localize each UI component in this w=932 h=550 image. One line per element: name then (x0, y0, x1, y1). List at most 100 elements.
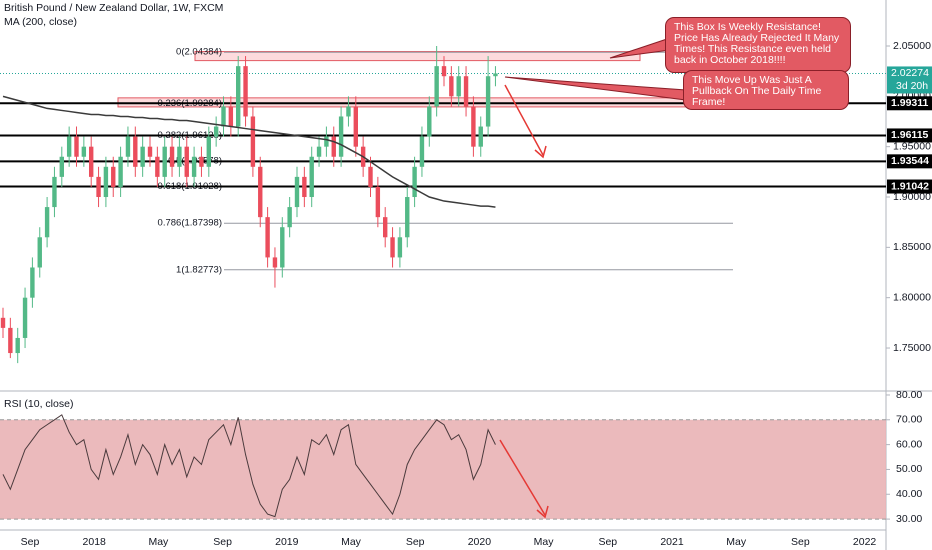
y-tick-label: 60.00 (896, 438, 922, 450)
fib-label: 1(1.82773) (176, 264, 222, 275)
candle-body (456, 76, 461, 97)
resistance-zone (194, 51, 641, 62)
candle-body (206, 136, 211, 167)
y-tick-label: 50.00 (896, 463, 922, 475)
candle-body (338, 116, 344, 157)
candle-body (485, 76, 491, 127)
candle-body (30, 267, 35, 298)
candle-body (8, 327, 13, 354)
candle-body (111, 166, 116, 187)
countdown-label: 3d 20h (896, 80, 928, 92)
candle-body (449, 76, 454, 97)
candle-body (258, 166, 263, 218)
candle-body (427, 106, 432, 137)
candle-body (441, 66, 447, 77)
candle-body (294, 176, 300, 208)
arrow-head (534, 145, 547, 159)
candle-body (397, 237, 403, 258)
level-label-box (887, 96, 932, 111)
candle-body (493, 73, 498, 77)
candle-body (44, 207, 50, 238)
candle-body (37, 237, 42, 268)
level-label: 1.99311 (891, 97, 929, 109)
arrow (504, 84, 544, 156)
y-tick-label: 1.80000 (893, 291, 931, 303)
level-label-box (887, 154, 932, 169)
candle-body (309, 156, 314, 198)
y-tick-label: 30.00 (896, 513, 922, 525)
candle-body (22, 297, 28, 338)
candle-body (221, 106, 226, 127)
candle-body (155, 156, 160, 177)
x-tick-label: 2020 (468, 536, 492, 548)
x-tick-label: May (726, 536, 747, 548)
candle-body (213, 126, 219, 137)
candle-body (353, 106, 358, 147)
y-tick-label: 1.90000 (893, 191, 931, 203)
candle-body (169, 146, 175, 167)
x-tick-label: May (148, 536, 169, 548)
candle-body (471, 106, 476, 147)
candle-body (236, 66, 241, 127)
y-tick-label: 40.00 (896, 488, 922, 500)
candle-body (324, 136, 329, 147)
callout: This Box Is Weekly Resistance! Price Has… (665, 17, 851, 73)
candle-body (434, 66, 439, 107)
candle-body (478, 126, 483, 147)
candle-body (52, 176, 57, 208)
candle-body (162, 146, 167, 177)
y-tick-label: 70.00 (896, 414, 922, 426)
x-tick-label: 2018 (83, 536, 107, 548)
callout-pointer (504, 76, 687, 101)
indicator-label: MA (200, close) (4, 16, 77, 28)
callout: This Move Up Was Just A Pullback On The … (683, 70, 849, 110)
candle-body (280, 227, 285, 268)
candle-body (147, 146, 153, 157)
candle-body (405, 197, 410, 238)
candle-body (287, 207, 292, 228)
candle-body (346, 106, 351, 117)
candle-body (272, 257, 278, 268)
candle-body (383, 217, 388, 238)
candle-body (118, 156, 123, 187)
ma-line (2, 95, 496, 208)
arrow (499, 439, 546, 516)
y-tick-label: 2.05000 (893, 40, 931, 52)
candle-body (243, 66, 248, 117)
candle-body (177, 146, 182, 167)
x-tick-label: 2022 (853, 536, 877, 548)
candle-body (125, 136, 131, 157)
level-label: 1.91042 (891, 180, 929, 192)
candle-body (0, 317, 6, 328)
fib-label: 0(2.04384) (176, 47, 222, 58)
candle-body (331, 136, 336, 157)
x-tick-label: Sep (791, 536, 810, 548)
candle-body (265, 217, 270, 258)
x-tick-label: 2019 (275, 536, 299, 548)
rsi-band (0, 419, 886, 520)
rsi-title: RSI (10, close) (4, 398, 73, 410)
y-tick-label: 1.75000 (893, 342, 931, 354)
candle-body (74, 136, 79, 157)
candle-body (133, 136, 138, 167)
candle-body (199, 156, 204, 167)
candle-body (316, 146, 322, 157)
x-tick-label: Sep (21, 536, 40, 548)
y-tick-label: 1.95000 (893, 140, 931, 152)
candle-body (368, 166, 373, 187)
x-tick-label: May (534, 536, 555, 548)
candle-body (412, 166, 417, 198)
chart-title: British Pound / New Zealand Dollar, 1W, … (4, 2, 223, 14)
candle-body (463, 76, 469, 107)
level-label: 1.96115 (891, 129, 929, 141)
x-tick-label: Sep (406, 536, 425, 548)
candle-body (89, 146, 94, 177)
candle-body (228, 106, 234, 127)
level-label-box (887, 179, 932, 194)
candle-body (15, 337, 20, 354)
x-tick-label: Sep (213, 536, 232, 548)
candle-body (250, 116, 256, 167)
level-label-box (887, 128, 932, 143)
x-tick-label: 2021 (660, 536, 684, 548)
